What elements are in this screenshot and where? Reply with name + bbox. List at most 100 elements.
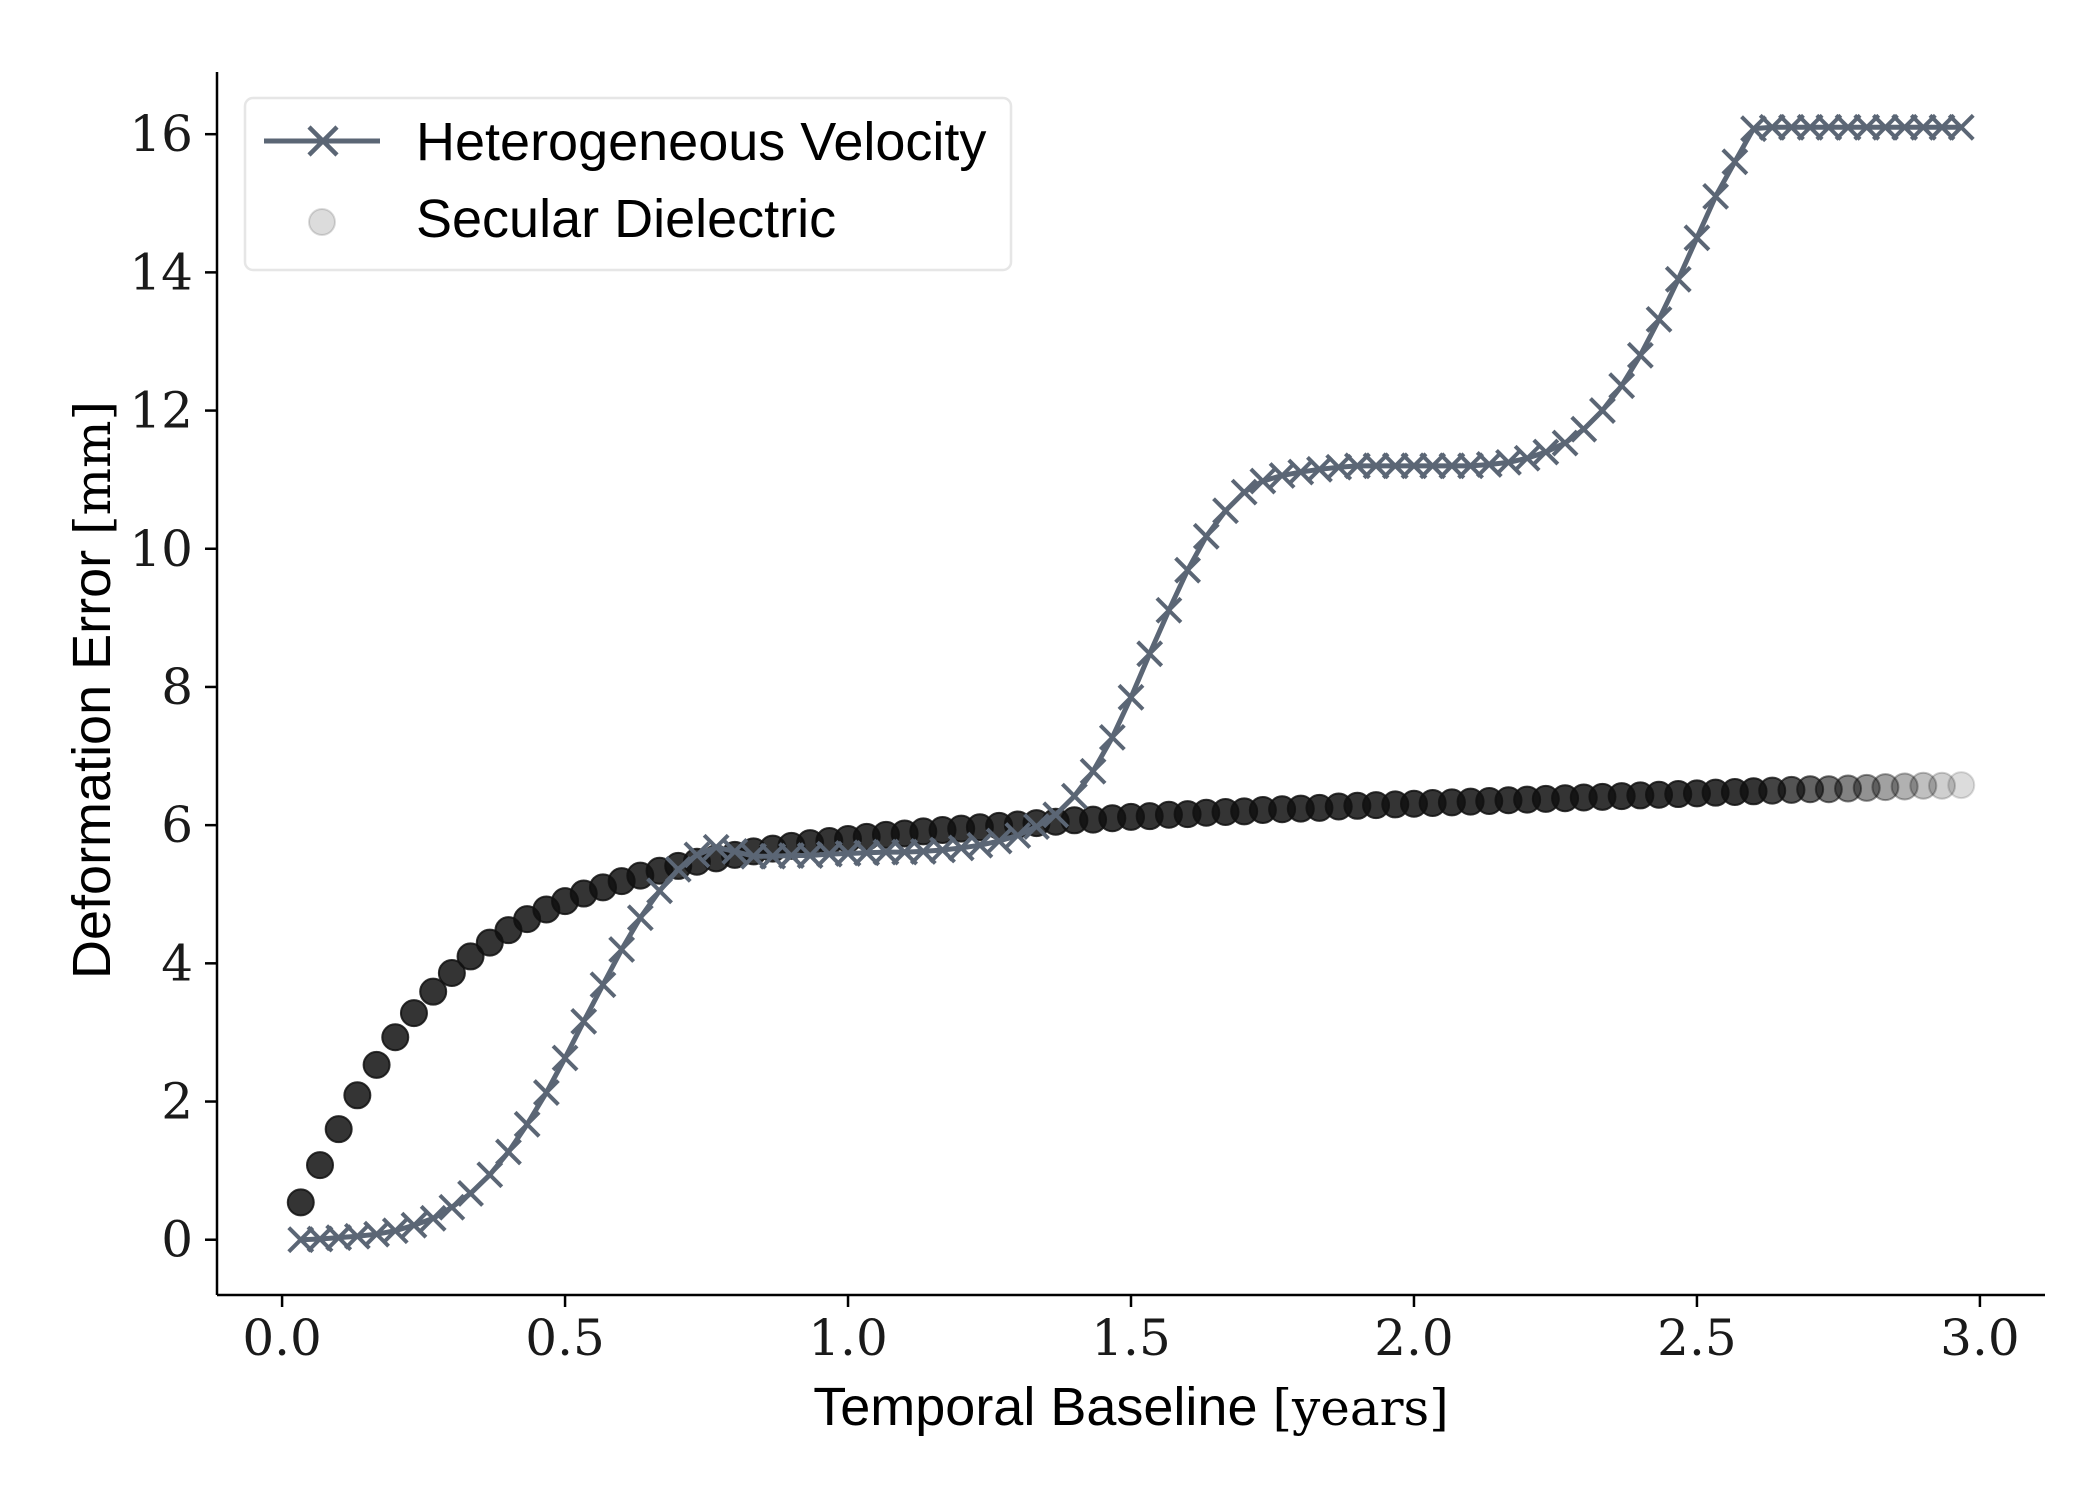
secular-dielectric-point [362,1050,391,1079]
heterogeneous-velocity-point [1513,444,1541,472]
secular-dielectric-point [381,1023,410,1052]
heterogeneous-velocity-point [1419,452,1447,480]
heterogeneous-velocity-point [1758,113,1786,141]
heterogeneous-velocity-line [300,124,1962,1243]
legend-circle-marker-icon [308,208,336,236]
x-tick-label: 2.5 [1657,1309,1737,1367]
y-ticks: 0 2 4 6 8 10 12 14 16 [129,105,217,1269]
heterogeneous-velocity-point [1249,467,1277,495]
heterogeneous-velocity-point [438,1193,466,1221]
heterogeneous-velocity-point [646,877,673,905]
heterogeneous-velocity-point [1551,429,1579,457]
heterogeneous-velocity-point [1060,782,1088,810]
heterogeneous-velocity-point [1192,522,1220,550]
y-tick-label: 0 [161,1211,193,1269]
x-tick-label: 3.0 [1940,1309,2020,1367]
x-tick-label: 0.0 [242,1309,322,1367]
heterogeneous-velocity-point [495,1138,522,1166]
y-tick-label: 6 [161,796,193,854]
secular-dielectric-point [1927,771,1956,800]
heterogeneous-velocity-point [1702,182,1730,210]
x-axis-title-text: Temporal Baseline [813,1377,1257,1437]
heterogeneous-velocity-point [1023,813,1050,840]
y-axis-title: Deformation Error [mm] [62,401,122,979]
secular-dielectric-point [306,1151,335,1180]
y-tick-label: 16 [129,105,193,163]
x-axis-title: Temporal Baseline [years] [813,1377,1448,1437]
secular-dielectric-point [456,942,485,971]
heterogeneous-velocity-point [1589,397,1616,424]
heterogeneous-velocity-point [1098,723,1126,751]
secular-dielectric-point [1890,772,1919,801]
y-tick-label: 4 [161,934,193,992]
heterogeneous-velocity-point [1362,452,1390,480]
legend-item-heterogeneous-velocity: Heterogeneous Velocity [264,112,986,172]
heterogeneous-velocity-point [1174,556,1202,584]
heterogeneous-velocity-point [381,1217,409,1245]
heterogeneous-velocity-point [626,904,654,932]
series-secular-dielectric [286,771,1976,1217]
heterogeneous-velocity-point [1155,596,1183,624]
secular-dielectric-point [1871,773,1900,802]
heterogeneous-velocity-point [985,827,1013,855]
x-tick-label: 1.5 [1091,1309,1171,1367]
heterogeneous-velocity-point [476,1161,504,1189]
x-ticks: 0.0 0.5 1.0 1.5 2.0 2.5 3.0 [242,1295,2020,1367]
heterogeneous-velocity-point [1608,372,1636,400]
secular-dielectric-point [1909,771,1938,800]
heterogeneous-velocity-point [1664,265,1692,293]
heterogeneous-velocity-point [1136,640,1164,668]
heterogeneous-velocity-point [664,855,692,883]
heterogeneous-velocity-point [1079,757,1107,785]
secular-dielectric-point [419,977,448,1006]
secular-dielectric-point [437,959,466,988]
heterogeneous-velocity-point [608,936,636,963]
heterogeneous-velocity-point [1721,148,1749,176]
heterogeneous-velocity-point [1947,113,1975,141]
secular-dielectric-point [399,999,428,1028]
legend-label-heterogeneous-velocity: Heterogeneous Velocity [416,112,986,172]
secular-dielectric-point [343,1081,372,1110]
legend: Heterogeneous Velocity Secular Dielectri… [243,96,1013,272]
heterogeneous-velocity-point [513,1110,541,1138]
heterogeneous-velocity-point [1871,113,1899,141]
y-tick-label: 14 [129,243,193,301]
heterogeneous-velocity-point [1230,478,1258,506]
secular-dielectric-point [324,1115,353,1144]
y-tick-label: 10 [129,520,193,578]
heterogeneous-velocity-point [1117,683,1145,711]
legend-item-secular-dielectric: Secular Dielectric [308,189,836,249]
heterogeneous-velocity-point [589,971,617,999]
x-tick-label: 1.0 [808,1309,888,1367]
y-axis-unit: [mm] [64,401,122,535]
heterogeneous-velocity-point [740,842,767,870]
y-tick-label: 8 [161,658,193,716]
legend-box [243,96,1013,272]
heterogeneous-velocity-point [1626,341,1654,369]
y-axis-title-text: Deformation Error [62,550,122,979]
heterogeneous-velocity-point [400,1211,428,1239]
heterogeneous-velocity-point [1532,438,1560,466]
heterogeneous-velocity-point [1928,113,1956,141]
x-tick-label: 2.0 [1374,1309,1454,1367]
heterogeneous-velocity-point [1815,113,1843,141]
heterogeneous-velocity-point [570,1007,598,1035]
secular-dielectric-point [1947,771,1976,800]
x-axis-unit: [years] [1273,1379,1449,1437]
heterogeneous-velocity-point [1004,822,1032,849]
y-tick-label: 12 [129,382,193,440]
legend-x-marker-icon [307,125,339,157]
secular-dielectric-point [1834,774,1863,803]
heterogeneous-velocity-point [551,1044,579,1072]
series-heterogeneous-velocity [287,113,1975,1254]
heterogeneous-velocity-point [532,1079,560,1106]
x-tick-label: 0.5 [525,1309,605,1367]
heterogeneous-velocity-point [683,841,711,869]
heterogeneous-velocity-point [419,1204,447,1232]
secular-dielectric-point [286,1188,315,1217]
y-tick-label: 2 [161,1073,193,1131]
legend-label-secular-dielectric: Secular Dielectric [416,189,836,249]
heterogeneous-velocity-point [1683,224,1711,252]
secular-dielectric-point [1852,773,1881,802]
